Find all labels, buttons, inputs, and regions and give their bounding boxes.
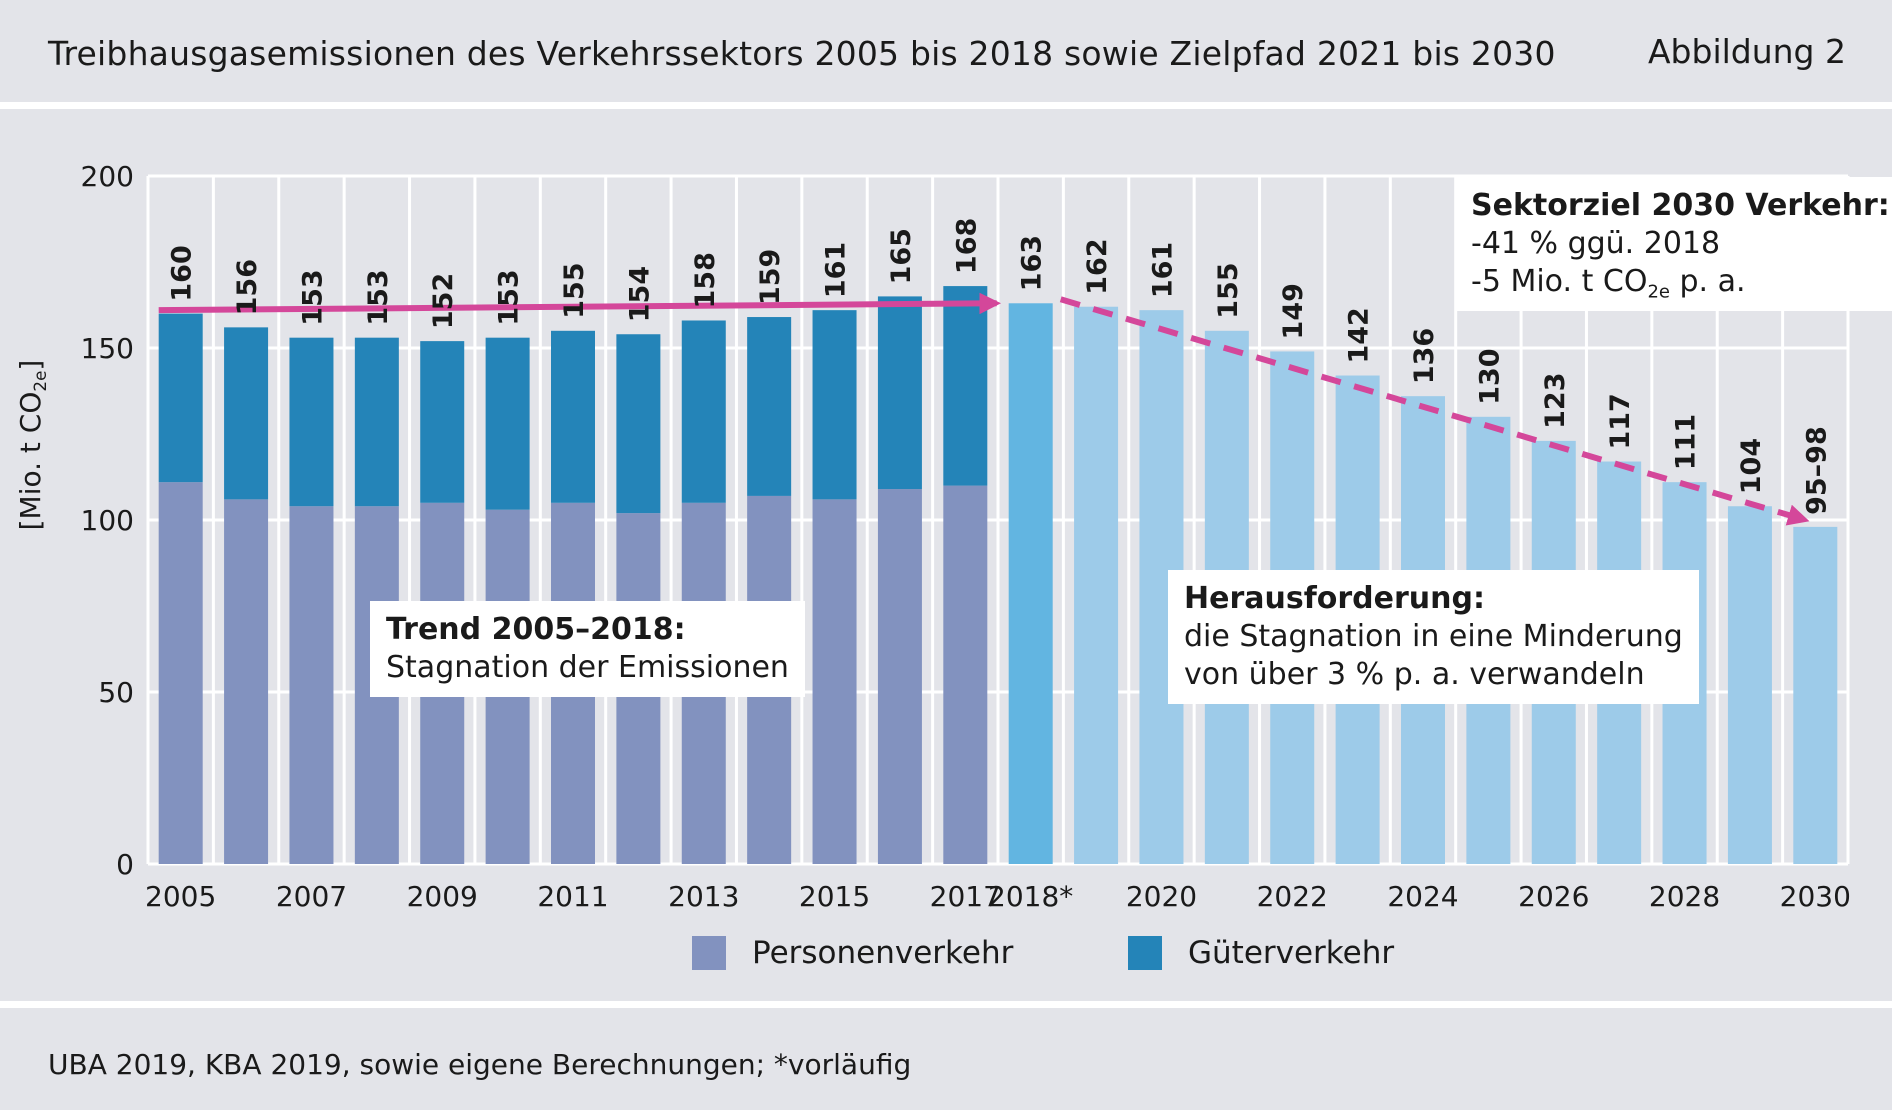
- footer: UBA 2019, KBA 2019, sowie eigene Berechn…: [0, 1008, 1892, 1110]
- x-tick-label: 2007: [276, 880, 347, 913]
- x-tick-label: 2026: [1518, 880, 1589, 913]
- bar-gueterverkehr: [485, 337, 530, 510]
- bar-personenverkehr: [877, 489, 922, 864]
- figure-label: Abbildung 2: [1647, 32, 1846, 71]
- bar-zielpfad: [1727, 506, 1772, 864]
- target-arrow: [1059, 296, 1810, 526]
- y-axis-label: [Mio. t CO2e]: [14, 359, 50, 531]
- bar-gueterverkehr: [354, 337, 399, 507]
- value-label: 161: [1147, 242, 1178, 298]
- trend-arrow: [158, 292, 1002, 315]
- y-tick-label: 0: [116, 848, 134, 881]
- x-tick-label: 2020: [1126, 880, 1197, 913]
- legend-swatch-personenverkehr: [692, 936, 726, 970]
- bar-gueterverkehr: [551, 330, 595, 503]
- chart-svg: 0 50 100 150 200 160 156 153 153 152 153 155 154 158 1…: [81, 160, 1851, 913]
- challenge-line1: die Stagnation in eine Minderung: [1184, 619, 1683, 654]
- bar-personenverkehr: [943, 485, 988, 864]
- bar-zielpfad: [1793, 526, 1838, 864]
- value-label: 111: [1671, 414, 1702, 470]
- legend-swatch-gueterverkehr: [1128, 936, 1162, 970]
- x-tick-label: 2028: [1649, 880, 1720, 913]
- x-tick-label: 2018*: [988, 880, 1073, 913]
- chart-panel: 0 50 100 150 200 160 156 153 153 152 153 155 154 158 1…: [0, 109, 1892, 1001]
- x-tick-label: 2030: [1780, 880, 1851, 913]
- sector-goal-line1: -41 % ggü. 2018: [1471, 226, 1721, 261]
- value-label: 160: [167, 245, 198, 301]
- y-tick-label: 200: [81, 160, 134, 193]
- trend-title: Trend 2005–2018:: [386, 612, 686, 647]
- header: Treibhausgasemissionen des Verkehrssekto…: [0, 0, 1892, 102]
- legend-item-personenverkehr: Personenverkehr: [692, 935, 1013, 971]
- challenge-annotation: Herausforderung: die Stagnation in eine …: [1168, 570, 1699, 704]
- value-label: 130: [1474, 348, 1505, 404]
- bar-personenverkehr: [158, 482, 203, 864]
- bottom-divider: [0, 1001, 1892, 1008]
- bar-2018: [1008, 303, 1053, 864]
- top-divider: [0, 102, 1892, 109]
- bar-gueterverkehr: [616, 334, 661, 514]
- x-tick-label: 2022: [1257, 880, 1328, 913]
- value-label: 161: [821, 242, 852, 298]
- value-label: 149: [1278, 283, 1309, 339]
- challenge-line2: von über 3 % p. a. verwandeln: [1184, 657, 1645, 692]
- bar-gueterverkehr: [289, 337, 334, 507]
- x-tick-label: 2011: [537, 880, 608, 913]
- value-label: 163: [1017, 235, 1048, 291]
- bar-gueterverkehr: [681, 320, 726, 503]
- legend-label-gueterverkehr: Güterverkehr: [1188, 935, 1395, 971]
- bar-personenverkehr: [289, 506, 334, 864]
- challenge-title: Herausforderung:: [1184, 581, 1485, 616]
- bar-gueterverkehr: [747, 317, 792, 496]
- x-tick-label: 2009: [407, 880, 478, 913]
- value-label: 155: [1213, 262, 1244, 318]
- chart-title: Treibhausgasemissionen des Verkehrssekto…: [48, 34, 1556, 73]
- value-label: 162: [1082, 238, 1113, 294]
- value-label: 95–98: [1801, 426, 1832, 515]
- value-label: 159: [755, 249, 786, 305]
- x-tick-label: 2005: [145, 880, 216, 913]
- value-label: 156: [232, 259, 263, 315]
- bar-personenverkehr: [224, 499, 269, 864]
- value-label: 104: [1736, 438, 1767, 494]
- bar-personenverkehr: [812, 499, 857, 864]
- bar-gueterverkehr: [420, 341, 465, 503]
- value-label: 152: [428, 273, 459, 329]
- trend-text: Stagnation der Emissionen: [386, 650, 789, 685]
- source-note: UBA 2019, KBA 2019, sowie eigene Berechn…: [48, 1048, 912, 1081]
- bar-gueterverkehr: [224, 327, 269, 500]
- bar-gueterverkehr: [877, 296, 922, 490]
- value-label: 142: [1344, 307, 1375, 363]
- value-label: 117: [1605, 393, 1636, 449]
- value-label: 153: [494, 269, 525, 325]
- x-tick-label: 2013: [668, 880, 739, 913]
- value-label: 158: [690, 252, 721, 308]
- bar-gueterverkehr: [158, 313, 203, 483]
- value-label: 154: [624, 266, 655, 322]
- x-tick-label: 2024: [1387, 880, 1458, 913]
- legend-item-gueterverkehr: Güterverkehr: [1128, 935, 1394, 971]
- bar-zielpfad: [1074, 306, 1119, 865]
- y-tick-label: 150: [81, 332, 134, 365]
- y-tick-label: 50: [98, 676, 134, 709]
- value-label: 153: [363, 269, 394, 325]
- bar-gueterverkehr: [812, 310, 857, 500]
- trend-annotation: Trend 2005–2018: Stagnation der Emission…: [370, 601, 805, 697]
- x-tick-label: 2015: [799, 880, 870, 913]
- sector-goal-title: Sektorziel 2030 Verkehr:: [1471, 188, 1890, 223]
- value-label: 153: [297, 269, 328, 325]
- value-label: 165: [886, 228, 917, 284]
- value-label: 155: [559, 262, 590, 318]
- x-tick-label: 2017: [930, 880, 1001, 913]
- legend-label-personenverkehr: Personenverkehr: [752, 935, 1014, 971]
- y-tick-label: 100: [81, 504, 134, 537]
- value-label: 123: [1540, 373, 1571, 429]
- sector-goal-line2: -5 Mio. t CO2e p. a.: [1471, 264, 1746, 303]
- value-label: 136: [1409, 328, 1440, 384]
- bar-gueterverkehr: [943, 286, 988, 486]
- value-label: 168: [951, 218, 982, 274]
- sector-goal-annotation: Sektorziel 2030 Verkehr: -41 % ggü. 2018…: [1455, 177, 1892, 311]
